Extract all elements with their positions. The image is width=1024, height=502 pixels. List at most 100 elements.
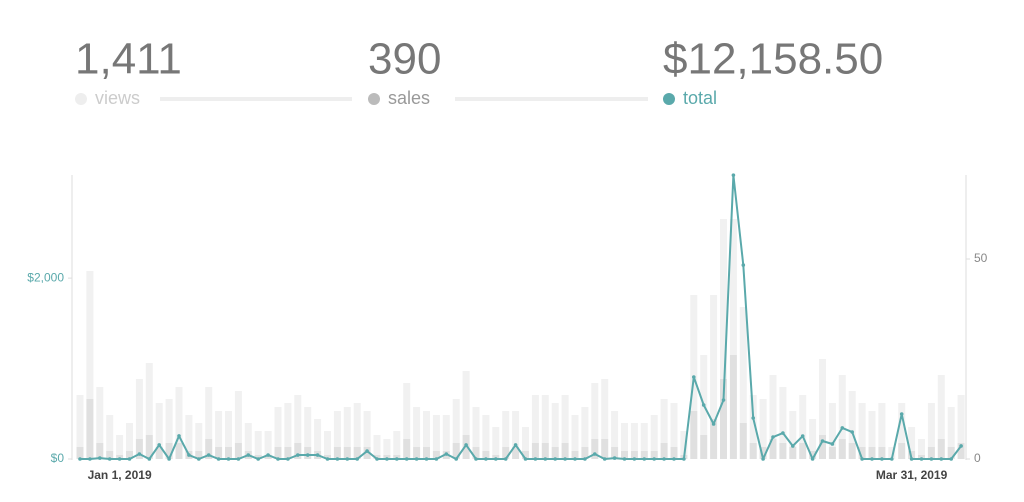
sales-bar [868,447,876,459]
sales-bar [581,447,589,459]
views-bar [205,387,213,459]
sales-bar [294,443,302,459]
sales-bar [353,447,361,459]
total-point [929,457,934,461]
sales-bar [423,447,430,459]
sales-bar [927,447,935,459]
views-bar [502,411,510,459]
views-bar [868,411,876,459]
views-bar [244,423,252,459]
total-point [711,422,716,426]
total-point [474,457,478,461]
total-point [662,457,666,461]
views-bar [96,387,104,459]
total-point [266,453,270,457]
total-point [771,435,775,439]
total-point [791,444,795,448]
sales-bar [452,443,460,459]
total-point [781,431,785,435]
views-bar [591,383,599,459]
total-point [424,457,429,461]
total-point [880,457,884,461]
views-bar [472,407,480,459]
views-bar [254,431,262,459]
total-point [187,453,191,457]
total-point [454,457,459,461]
sales-bar [531,443,539,459]
sales-bar [522,451,529,459]
total-point [98,456,102,460]
total-point [840,426,845,430]
views-bar [343,407,351,459]
total-point [543,457,548,461]
total-point [820,439,825,443]
y-tick-label: $0 [51,451,65,465]
views-bar [918,439,925,459]
total-point [127,457,132,461]
sales-bar [343,447,351,459]
total-point [147,457,152,461]
sales-bar [551,447,559,459]
sales-bar [937,439,945,459]
sales-bar [670,447,678,459]
total-point [276,457,280,461]
views-bar [135,379,143,459]
total-point [395,457,399,461]
views-bar [185,415,193,459]
total-point [523,457,528,461]
total-point [890,457,894,461]
sales-bar [234,443,242,459]
y2-tick-label: 0 [974,451,981,465]
views-bar [551,403,559,459]
total-point [177,434,181,438]
total-point [721,398,726,402]
sales-bar [838,439,846,459]
sales-bar [76,447,84,459]
total-point [216,457,221,461]
views-bar [333,411,341,459]
total-point [672,457,676,461]
sales-bar [254,455,262,459]
views-bar [809,419,817,459]
views-bar [908,427,916,459]
legend-label: sales [388,88,430,108]
views-bar [373,435,381,459]
total-point [593,452,597,456]
sales-bar [779,443,787,459]
legend-dot [75,93,87,105]
sales-bar [591,439,599,459]
views-bar [937,375,945,459]
views-bar [462,371,470,459]
total-point [860,457,864,461]
y-tick-label: $2,000 [27,270,64,284]
views-bar [284,403,292,459]
legend-dot [368,93,380,105]
summary-value: $12,158.50 [663,35,883,84]
views-bar [878,403,886,459]
views-bar [195,423,203,459]
sales-bar [611,447,619,459]
views-bar [86,271,94,459]
views-bar [947,407,955,459]
views-bar [729,219,737,459]
sales-bar [472,447,480,459]
views-bar [492,427,500,459]
views-bar [621,423,628,459]
views-bar [155,403,163,459]
total-point [305,453,310,457]
total-point [830,442,835,446]
total-point [533,457,538,461]
total-point [414,457,419,461]
views-bar [393,431,401,459]
total-point [206,453,211,457]
views-bar [403,383,411,459]
views-bar [512,411,520,459]
total-point [563,457,567,461]
sales-bar [492,455,500,459]
views-bar [789,411,797,459]
total-point [810,457,815,461]
views-bar [779,387,787,459]
views-bar [927,403,935,459]
